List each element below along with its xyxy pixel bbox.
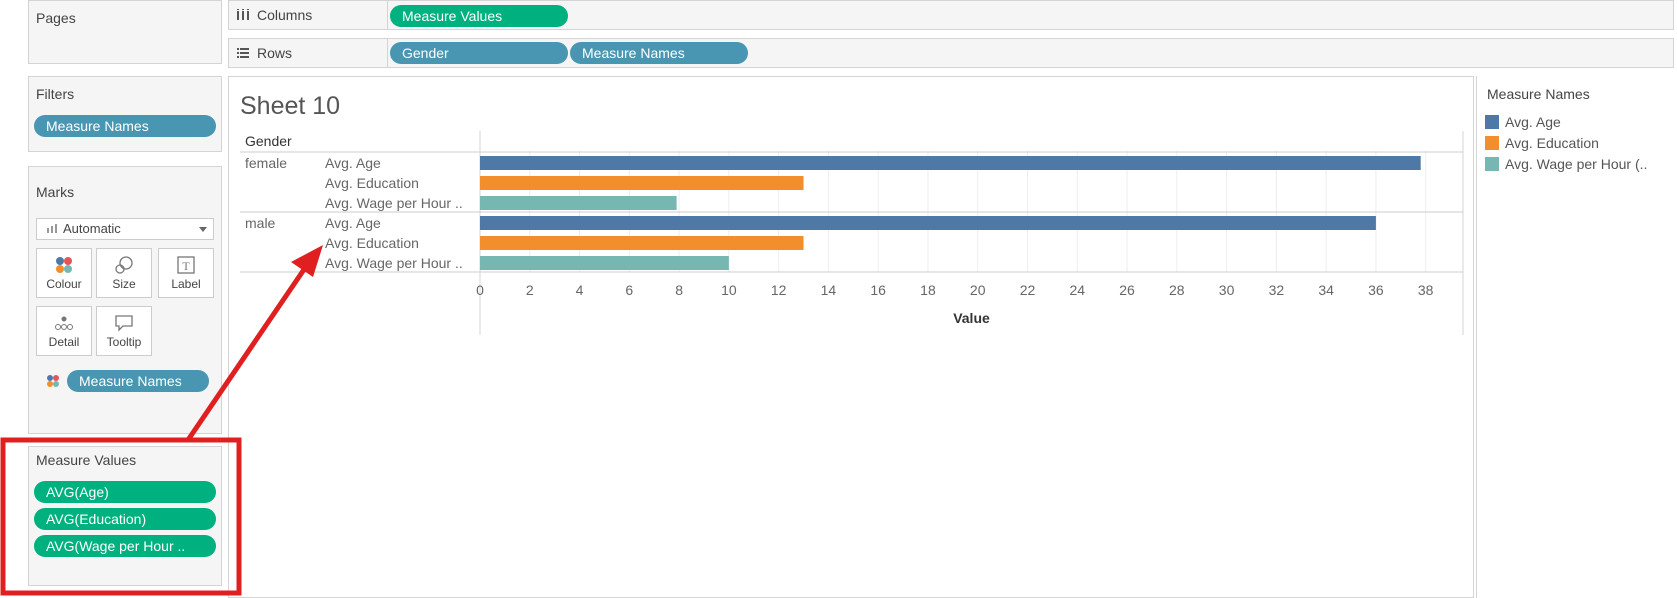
legend-title: Measure Names bbox=[1487, 86, 1590, 102]
detail-button-label: Detail bbox=[48, 335, 80, 349]
x-tick-label: 18 bbox=[920, 282, 936, 298]
measure-pill-avg-education[interactable]: AVG(Education) bbox=[34, 508, 216, 530]
measure-label: Avg. Wage per Hour .. bbox=[325, 195, 463, 211]
size-button[interactable]: Size bbox=[96, 248, 152, 298]
x-tick-label: 10 bbox=[721, 282, 737, 298]
tooltip-button[interactable]: Tooltip bbox=[96, 306, 152, 356]
columns-icon bbox=[237, 9, 249, 20]
x-tick-label: 30 bbox=[1219, 282, 1235, 298]
legend-swatch bbox=[1485, 115, 1499, 129]
colour-button[interactable]: Colour bbox=[36, 248, 92, 298]
filters-panel-title: Filters bbox=[36, 86, 75, 102]
x-tick-label: 4 bbox=[576, 282, 584, 298]
bar-chart-icon bbox=[47, 219, 57, 239]
x-tick-label: 16 bbox=[870, 282, 886, 298]
x-tick-label: 6 bbox=[625, 282, 633, 298]
measure-label: Avg. Education bbox=[325, 175, 419, 191]
legend-panel bbox=[1476, 76, 1674, 598]
measure-label: Avg. Wage per Hour .. bbox=[325, 255, 463, 271]
sheet-title: Sheet 10 bbox=[240, 92, 341, 120]
colour-icon bbox=[56, 257, 72, 273]
measure-pill-avg-wage[interactable]: AVG(Wage per Hour .. bbox=[34, 535, 216, 557]
x-tick-label: 2 bbox=[526, 282, 534, 298]
legend-item-avg-education[interactable]: Avg. Education bbox=[1485, 134, 1599, 152]
row-header-gender: Gender bbox=[245, 133, 292, 149]
x-tick-label: 14 bbox=[821, 282, 837, 298]
columns-shelf-label: Columns bbox=[257, 7, 313, 23]
gender-label-male: male bbox=[245, 215, 276, 231]
tooltip-button-label: Tooltip bbox=[106, 335, 142, 349]
legend-item-label: Avg. Education bbox=[1505, 135, 1599, 151]
legend-item-avg-age[interactable]: Avg. Age bbox=[1485, 113, 1561, 131]
measure-values-panel-title: Measure Values bbox=[36, 452, 137, 468]
measure-label: Avg. Age bbox=[325, 215, 381, 231]
x-tick-label: 22 bbox=[1020, 282, 1036, 298]
colour-button-label: Colour bbox=[46, 277, 82, 291]
columns-pill-measure-values[interactable]: Measure Values bbox=[390, 5, 568, 27]
detail-button[interactable]: Detail bbox=[36, 306, 92, 356]
pages-panel-title: Pages bbox=[36, 10, 76, 26]
annotation-arrow-line bbox=[185, 266, 308, 442]
label-button[interactable]: T Label bbox=[158, 248, 214, 298]
measure-label: Avg. Education bbox=[325, 235, 419, 251]
bar-female-2 bbox=[480, 196, 677, 210]
filters-panel bbox=[28, 76, 222, 152]
size-button-label: Size bbox=[112, 277, 136, 291]
label-icon: T bbox=[177, 256, 195, 274]
filter-pill-measure-names[interactable]: Measure Names bbox=[34, 115, 216, 137]
svg-text:T: T bbox=[182, 259, 190, 273]
shelf-divider bbox=[387, 39, 388, 67]
bar-male-0 bbox=[480, 216, 1376, 230]
x-tick-label: 34 bbox=[1318, 282, 1334, 298]
rows-pill-measure-names[interactable]: Measure Names bbox=[570, 42, 748, 64]
x-tick-label: 24 bbox=[1069, 282, 1085, 298]
x-tick-label: 36 bbox=[1368, 282, 1384, 298]
x-tick-label: 0 bbox=[476, 282, 484, 298]
shelf-divider bbox=[387, 1, 388, 29]
rows-icon bbox=[237, 48, 249, 58]
marks-colour-pill-measure-names[interactable]: Measure Names bbox=[67, 370, 209, 392]
marks-panel-title: Marks bbox=[36, 184, 75, 200]
x-tick-label: 26 bbox=[1119, 282, 1135, 298]
size-icon bbox=[115, 256, 133, 274]
bar-female-1 bbox=[480, 176, 804, 190]
legend-swatch bbox=[1485, 157, 1499, 171]
annotation-arrow-head bbox=[291, 245, 323, 277]
bar-male-2 bbox=[480, 256, 729, 270]
tooltip-icon bbox=[115, 315, 133, 332]
mark-type-value: Automatic bbox=[63, 221, 121, 236]
legend-swatch bbox=[1485, 136, 1499, 150]
measure-label: Avg. Age bbox=[325, 155, 381, 171]
chevron-down-icon[interactable] bbox=[199, 227, 207, 232]
mark-type-dropdown[interactable]: Automatic bbox=[36, 218, 214, 240]
x-tick-label: 28 bbox=[1169, 282, 1185, 298]
x-tick-label: 20 bbox=[970, 282, 986, 298]
label-button-label: Label bbox=[171, 277, 201, 291]
x-tick-label: 8 bbox=[675, 282, 683, 298]
x-axis-title: Value bbox=[953, 310, 990, 326]
bar-female-0 bbox=[480, 156, 1421, 170]
colour-dots-icon bbox=[47, 375, 59, 387]
rows-pill-gender[interactable]: Gender bbox=[390, 42, 568, 64]
legend-item-avg-wage[interactable]: Avg. Wage per Hour (.. bbox=[1485, 155, 1647, 173]
rows-shelf-label: Rows bbox=[257, 45, 293, 61]
x-tick-label: 38 bbox=[1418, 282, 1434, 298]
measure-pill-avg-age[interactable]: AVG(Age) bbox=[34, 481, 216, 503]
gender-label-female: female bbox=[245, 155, 287, 171]
annotation-highlight-box bbox=[0, 437, 242, 596]
pages-panel bbox=[28, 0, 222, 64]
legend-item-label: Avg. Wage per Hour (.. bbox=[1505, 156, 1648, 172]
x-tick-label: 12 bbox=[771, 282, 787, 298]
detail-icon bbox=[55, 316, 73, 330]
x-tick-label: 32 bbox=[1269, 282, 1285, 298]
legend-item-label: Avg. Age bbox=[1505, 114, 1561, 130]
bar-male-1 bbox=[480, 236, 804, 250]
